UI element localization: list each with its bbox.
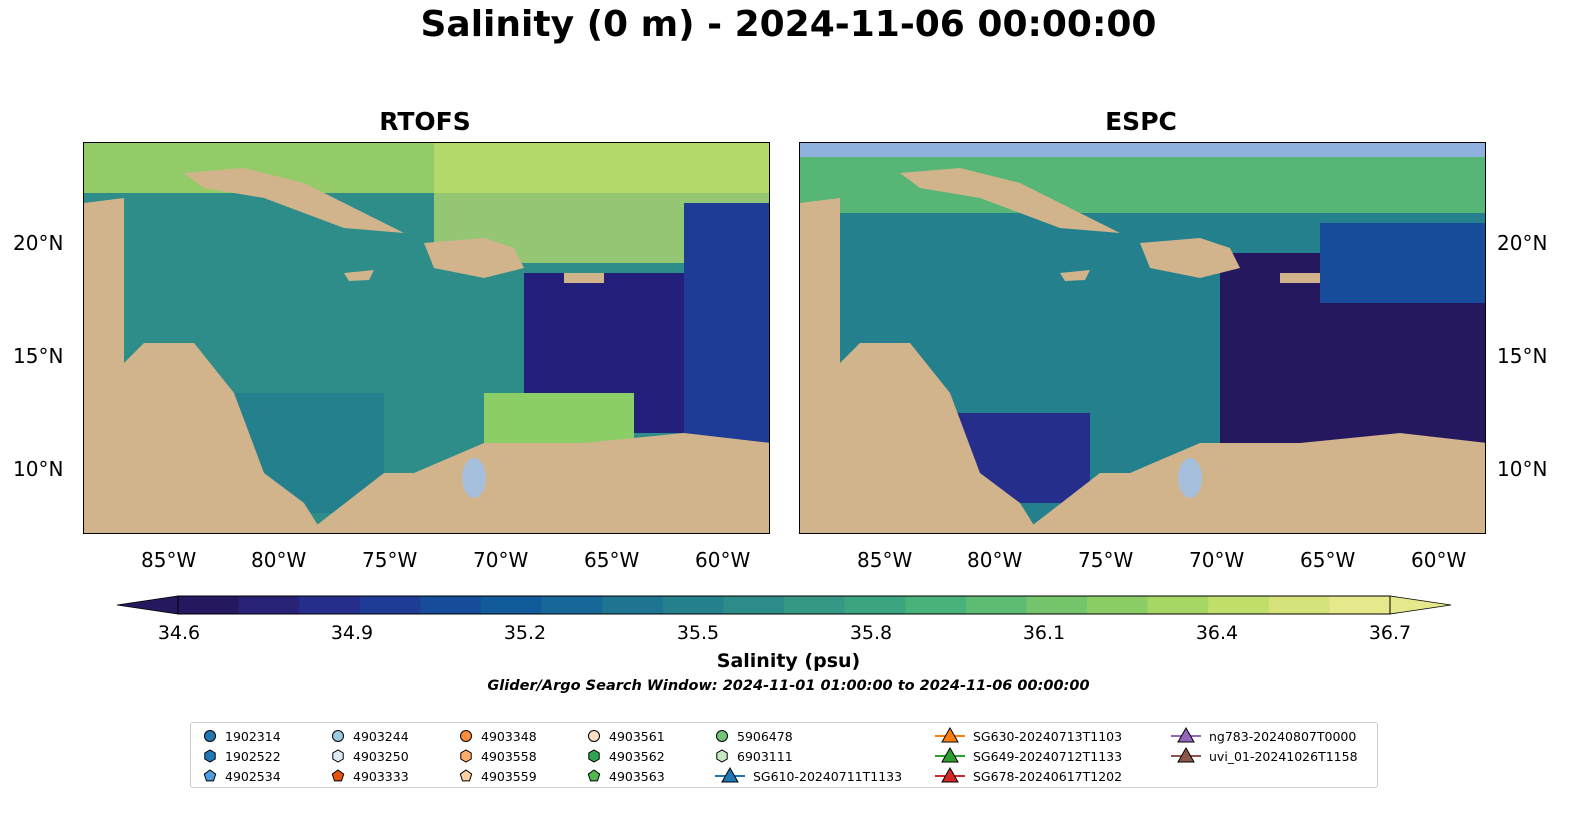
legend-label: 4903333 xyxy=(353,768,409,784)
colorbar-bin xyxy=(481,596,543,614)
legend-entry: 4903333 xyxy=(331,767,409,785)
lat-tick-right-2: 10°N xyxy=(1497,457,1548,481)
legend-entry: 4902534 xyxy=(203,767,281,785)
colorbar-label: Salinity (psu) xyxy=(716,650,861,672)
legend-entry: 4903348 xyxy=(459,727,537,745)
colorbar-bin xyxy=(359,596,421,614)
colorbar-bin xyxy=(1087,596,1149,614)
colorbar-tick: 36.4 xyxy=(1195,622,1239,644)
legend-label: 4903558 xyxy=(481,748,537,764)
colorbar-bin xyxy=(238,596,300,614)
lon-tick-left-0: 85°W xyxy=(141,548,197,572)
legend-label: 6903111 xyxy=(737,748,793,764)
legend-entry: 6903111 xyxy=(715,747,793,765)
colorbar-bin xyxy=(541,596,603,614)
lon-tick-left-2: 75°W xyxy=(362,548,418,572)
legend-label: 4903244 xyxy=(353,728,409,744)
legend-entry: SG630-20240713T1103 xyxy=(935,727,1122,745)
legend-label: 4903563 xyxy=(609,768,665,784)
lat-tick-right-1: 15°N xyxy=(1497,344,1548,368)
colorbar-bin xyxy=(420,596,482,614)
lon-tick-right-1: 80°W xyxy=(967,548,1023,572)
search-window-text: Glider/Argo Search Window: 2024-11-01 01… xyxy=(487,678,1090,694)
colorbar-tick: 36.1 xyxy=(1022,622,1066,644)
lon-tick-left-3: 70°W xyxy=(473,548,529,572)
colorbar-bin xyxy=(1329,596,1391,614)
colorbar-bin xyxy=(1147,596,1209,614)
lat-tick-left-2: 10°N xyxy=(13,457,64,481)
map-panel-espc xyxy=(799,142,1486,534)
legend-label: SG610-20240711T1133 xyxy=(753,768,903,784)
legend-label: 1902314 xyxy=(225,728,281,744)
legend-label: 5906478 xyxy=(737,728,793,744)
legend-entry: 4903250 xyxy=(331,747,409,765)
legend-label: 4903348 xyxy=(481,728,537,744)
colorbar-tick: 34.6 xyxy=(157,622,201,644)
legend-entry: 4903559 xyxy=(459,767,537,785)
lon-tick-right-0: 85°W xyxy=(857,548,913,572)
lon-tick-left-1: 80°W xyxy=(251,548,307,572)
colorbar-tick: 34.9 xyxy=(330,622,374,644)
colorbar-tick: 35.8 xyxy=(849,622,893,644)
legend-entry: 1902522 xyxy=(203,747,281,765)
legend-entry: SG649-20240712T1133 xyxy=(935,747,1122,765)
colorbar-bin xyxy=(905,596,967,614)
legend-entry: 4903561 xyxy=(587,727,665,745)
colorbar-bin xyxy=(1026,596,1088,614)
legend-label: SG649-20240712T1133 xyxy=(973,748,1123,764)
legend-label: 4903561 xyxy=(609,728,665,744)
legend-entry: 4903244 xyxy=(331,727,409,745)
map-panel-rtofs xyxy=(83,142,770,534)
legend-entry: 1902314 xyxy=(203,727,281,745)
colorbar-bin xyxy=(602,596,664,614)
legend-label: 4903250 xyxy=(353,748,409,764)
colorbar-bin xyxy=(784,596,846,614)
legend-label: 4903562 xyxy=(609,748,665,764)
colorbar-bin xyxy=(662,596,724,614)
legend-entry: 5906478 xyxy=(715,727,793,745)
legend-label: SG678-20240617T1202 xyxy=(973,768,1123,784)
panel-title-espc: ESPC xyxy=(1105,107,1177,136)
colorbar-bin xyxy=(1268,596,1330,614)
colorbar-tick: 36.7 xyxy=(1368,622,1412,644)
lat-tick-left-0: 20°N xyxy=(13,231,64,255)
colorbar-bin xyxy=(844,596,906,614)
legend-entry: SG610-20240711T1133 xyxy=(715,767,902,785)
colorbar-bin xyxy=(178,596,240,614)
legend-entry: 4903563 xyxy=(587,767,665,785)
legend-label: uvi_01-20241026T1158 xyxy=(1209,748,1358,764)
lat-tick-left-1: 15°N xyxy=(13,344,64,368)
legend-entry: SG678-20240617T1202 xyxy=(935,767,1122,785)
colorbar xyxy=(116,595,1452,615)
legend-label: 1902522 xyxy=(225,748,281,764)
legend-entry: ng783-20240807T0000 xyxy=(1171,727,1356,745)
legend-entry: 4903558 xyxy=(459,747,537,765)
legend-label: SG630-20240713T1103 xyxy=(973,728,1123,744)
colorbar-bin xyxy=(1208,596,1270,614)
panel-title-rtofs: RTOFS xyxy=(379,107,471,136)
colorbar-bin xyxy=(965,596,1027,614)
legend-label: 4902534 xyxy=(225,768,281,784)
legend-label: 4903559 xyxy=(481,768,537,784)
figure-title: Salinity (0 m) - 2024-11-06 00:00:00 xyxy=(420,4,1157,45)
lon-tick-right-5: 60°W xyxy=(1411,548,1467,572)
lon-tick-right-4: 65°W xyxy=(1300,548,1356,572)
lon-tick-right-3: 70°W xyxy=(1189,548,1245,572)
lon-tick-left-4: 65°W xyxy=(584,548,640,572)
colorbar-bin xyxy=(299,596,361,614)
legend-entry: 4903562 xyxy=(587,747,665,765)
legend-label: ng783-20240807T0000 xyxy=(1209,728,1357,744)
legend: 1902314 1902522 4902534 4903244 4903250 49033… xyxy=(190,722,1378,788)
lon-tick-right-2: 75°W xyxy=(1078,548,1134,572)
legend-entry: uvi_01-20241026T1158 xyxy=(1171,747,1358,765)
colorbar-bin xyxy=(723,596,785,614)
lat-tick-right-0: 20°N xyxy=(1497,231,1548,255)
colorbar-tick: 35.5 xyxy=(676,622,720,644)
colorbar-tick: 35.2 xyxy=(503,622,547,644)
lon-tick-left-5: 60°W xyxy=(695,548,751,572)
